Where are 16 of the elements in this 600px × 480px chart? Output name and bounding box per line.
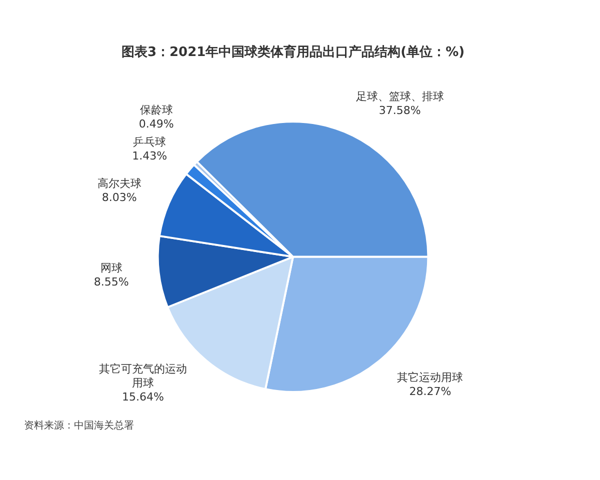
data-label: 15.64% [122, 390, 164, 404]
slice-label: 足球、篮球、排球 [356, 90, 444, 103]
data-label: 28.27% [409, 384, 452, 398]
data-label: 1.43% [132, 150, 168, 163]
slice-label: 高尔夫球 [97, 177, 142, 190]
data-label: 37.58% [378, 104, 421, 117]
slice-label: 其它可充气的运动用球 [98, 362, 187, 390]
data-label: 8.03% [102, 191, 137, 204]
text: 资料来源：中国海关总署 [24, 420, 134, 432]
data-label: 0.49% [138, 118, 174, 131]
slice-label: 网球 [100, 261, 122, 274]
slice-label: 保龄球 [140, 104, 173, 117]
slice-label: 其它运动用球 [397, 370, 464, 384]
data-label: 8.55% [94, 275, 129, 288]
slice-label: 乒乓球 [133, 136, 166, 149]
chart-title: 图表3：2021年中国球类体育用品出口产品结构(单位：%) [121, 44, 465, 60]
